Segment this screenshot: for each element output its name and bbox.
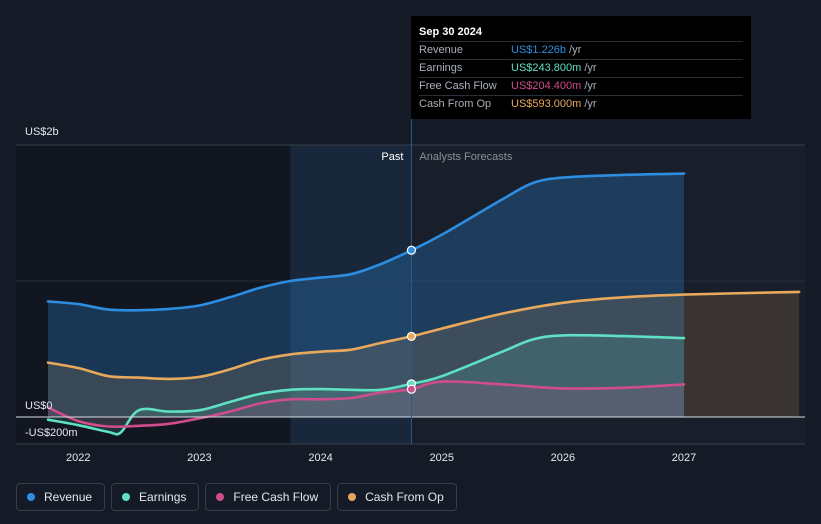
highlight-band [290, 145, 412, 444]
line-cash-from-op [46, 290, 801, 381]
area-revenue [48, 173, 684, 417]
tooltip-value: US$204.400m [511, 80, 582, 92]
tooltip-unit: /yr [584, 98, 597, 110]
legend-label: Cash From Op [365, 490, 444, 504]
y-tick-label: -US$200m [25, 427, 78, 439]
tooltip-unit: /yr [569, 44, 582, 56]
marker-free-cash-flow [406, 384, 417, 394]
tooltip-value: US$1.226b [511, 44, 567, 56]
legend-item-earnings[interactable]: Earnings [111, 483, 200, 511]
legend-dot-icon [348, 493, 357, 501]
tooltip-unit: /yr [584, 80, 597, 92]
tooltip-label: Revenue [419, 44, 464, 56]
forecast-background [411, 145, 805, 444]
x-tick-label: 2024 [308, 452, 332, 464]
x-tick-label: 2026 [551, 452, 575, 464]
legend-dot-icon [216, 493, 225, 501]
line-free-cash-flow [46, 380, 686, 429]
tooltip-row-revenue: Revenue US$1.226b /yr [419, 41, 743, 59]
tooltip-label: Cash From Op [419, 98, 492, 110]
legend: Revenue Earnings Free Cash Flow Cash Fro… [16, 483, 457, 511]
tooltip-label: Free Cash Flow [419, 80, 497, 92]
marker-revenue [406, 245, 417, 255]
tooltip-value: US$593.000m [511, 98, 582, 110]
y-tick-label: US$0 [25, 400, 53, 412]
x-tick-label: 2023 [187, 452, 211, 464]
legend-label: Revenue [44, 490, 93, 504]
past-label: Past [381, 151, 403, 163]
legend-dot-icon [122, 493, 131, 501]
tooltip-unit: /yr [584, 62, 597, 74]
x-tick-label: 2027 [672, 452, 696, 464]
x-tick-label: 2025 [429, 452, 453, 464]
area-cash-from-op [48, 291, 800, 417]
marker-cash-from-op [406, 331, 417, 341]
legend-item-free-cash-flow[interactable]: Free Cash Flow [205, 483, 332, 511]
tooltip-label: Earnings [419, 62, 463, 74]
line-earnings [46, 333, 686, 436]
area-free-cash-flow [48, 381, 684, 427]
x-tick-label: 2022 [66, 452, 90, 464]
y-tick-label: US$2b [25, 126, 59, 138]
legend-item-revenue[interactable]: Revenue [16, 483, 106, 511]
tooltip-row-free-cash-flow: Free Cash Flow US$204.400m /yr [419, 77, 743, 95]
tooltip-date: Sep 30 2024 [419, 26, 482, 38]
forecast-label: Analysts Forecasts [419, 151, 512, 163]
legend-label: Free Cash Flow [233, 490, 319, 504]
legend-item-cash-from-op[interactable]: Cash From Op [337, 483, 457, 511]
line-revenue [46, 172, 686, 312]
legend-label: Earnings [139, 490, 187, 504]
tooltip-value: US$243.800m [511, 62, 582, 74]
tooltip: Sep 30 2024 Revenue US$1.226b /yr Earnin… [411, 16, 751, 119]
tooltip-row-cash-from-op: Cash From Op US$593.000m /yr [419, 95, 743, 113]
tooltip-row-earnings: Earnings US$243.800m /yr [419, 59, 743, 77]
legend-dot-icon [27, 493, 35, 501]
